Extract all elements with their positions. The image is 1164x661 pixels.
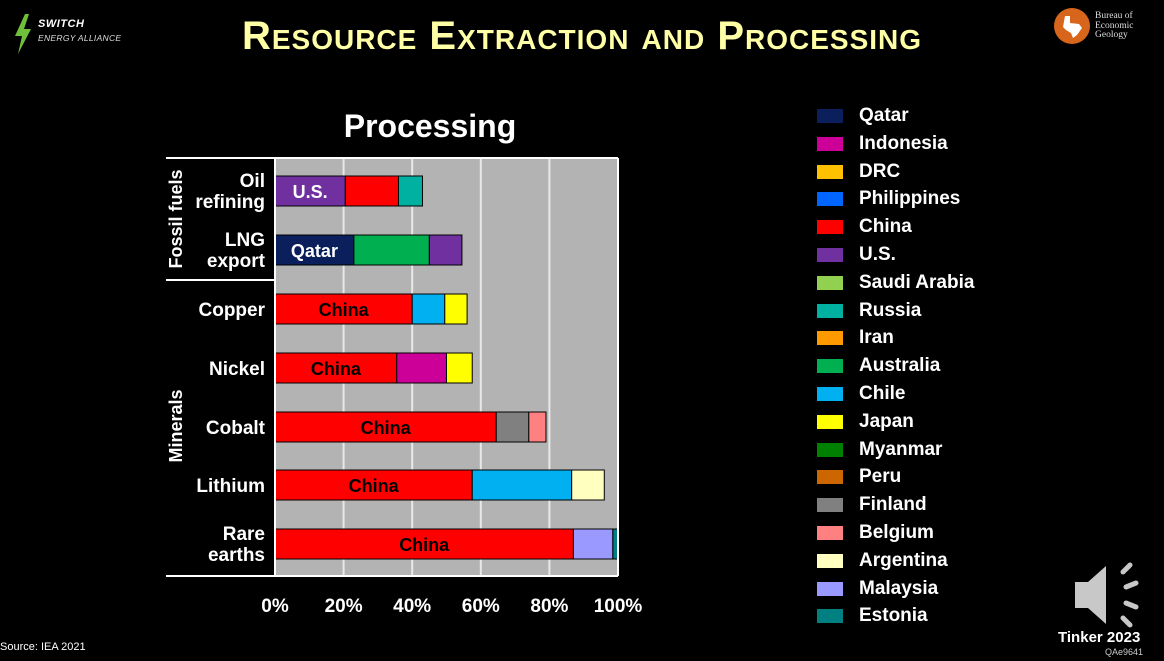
- bar-segment: [274, 293, 413, 325]
- chart-title: Processing: [343, 108, 517, 144]
- bar-segment: [344, 175, 399, 207]
- lightning-bolt-icon: [15, 14, 31, 54]
- legend-label: Belgium: [859, 522, 934, 543]
- legend-swatch: [816, 358, 844, 375]
- data-label: China: [349, 476, 400, 496]
- bar-segment: [471, 469, 573, 501]
- category-label: Oil: [240, 171, 265, 192]
- data-label: China: [319, 300, 370, 320]
- x-tick-label: 80%: [530, 596, 568, 617]
- legend-swatch: [816, 608, 844, 625]
- legend-swatch: [816, 108, 844, 124]
- legend-label: China: [859, 216, 912, 238]
- x-tick-label: 20%: [325, 596, 363, 617]
- bureau-logo: Bureau of Economic Geology: [1054, 6, 1164, 46]
- bar-segment: [444, 293, 468, 325]
- legend-swatch: [816, 330, 844, 347]
- category-label: LNG: [225, 230, 265, 251]
- bar-segment: [274, 175, 346, 207]
- bar-segment: [528, 411, 547, 443]
- legend-label: Indonesia: [859, 132, 948, 154]
- category-label: Nickel: [209, 359, 265, 380]
- bar-segment: [274, 352, 398, 384]
- legend-label: Malaysia: [859, 577, 939, 599]
- legend-label: Australia: [859, 355, 941, 377]
- bar-segment: [428, 234, 463, 266]
- legend-label: Iran: [859, 327, 894, 349]
- bar-segment: [411, 293, 446, 325]
- legend-swatch: [816, 247, 844, 263]
- legend-swatch: [816, 469, 844, 486]
- bar-segment: [446, 352, 473, 384]
- bar-segment: [274, 411, 497, 443]
- category-label: export: [207, 251, 266, 272]
- legend-label: Russia: [859, 299, 922, 321]
- category-label: earths: [208, 545, 265, 566]
- category-label: Rare: [223, 524, 265, 545]
- data-label: U.S.: [293, 182, 328, 202]
- slide-title: Resource Extraction and Processing: [241, 14, 923, 58]
- category-label: Lithium: [196, 476, 265, 497]
- brand-name: SWITCH: [38, 18, 85, 30]
- legend-swatch: [816, 413, 844, 430]
- legend-label: Argentina: [859, 549, 948, 571]
- legend-label: Peru: [859, 466, 902, 488]
- legend-swatch: [816, 497, 844, 514]
- category-label: Copper: [199, 300, 266, 321]
- bar-segment: [396, 352, 448, 384]
- legend-swatch: [816, 163, 844, 180]
- data-label: China: [361, 418, 412, 438]
- legend-swatch: [816, 552, 844, 569]
- category-label: refining: [195, 192, 265, 213]
- bar-segment: [353, 234, 430, 266]
- group-label: Minerals: [166, 389, 186, 462]
- legend-label: Chile: [859, 383, 906, 404]
- legend-label: Qatar: [859, 105, 909, 126]
- x-tick-label: 100%: [594, 596, 643, 617]
- legend-swatch: [816, 191, 844, 208]
- legend-label: U.S.: [859, 244, 896, 265]
- credit: Tinker 2023: [1058, 629, 1141, 646]
- slide-code: QAe9641: [1105, 647, 1144, 657]
- x-tick-label: 60%: [462, 596, 500, 617]
- bar-segment: [495, 411, 530, 443]
- legend-label: DRC: [859, 160, 901, 182]
- legend-swatch: [816, 274, 844, 291]
- legend-label: Japan: [859, 410, 914, 432]
- legend-label: Philippines: [859, 188, 961, 210]
- group-label: Fossil fuels: [166, 169, 186, 268]
- legend-swatch: [816, 580, 844, 597]
- legend-label: Myanmar: [859, 438, 943, 460]
- legend-swatch: [816, 135, 844, 152]
- legend-swatch: [816, 219, 844, 236]
- x-tick-label: 40%: [393, 596, 431, 617]
- switch-energy-logo: SWITCH ENERGY ALLIANCE: [12, 14, 122, 54]
- legend-label: Finland: [859, 494, 927, 516]
- legend-label: Estonia: [859, 605, 928, 627]
- bar-segment: [274, 469, 473, 501]
- texas-seal-icon: [1054, 8, 1090, 44]
- bar-segment: [571, 469, 605, 501]
- category-label: Cobalt: [206, 418, 266, 439]
- bar-segment: [397, 175, 423, 207]
- legend-swatch: [816, 441, 844, 458]
- data-label: China: [399, 535, 450, 555]
- source-note: Source: IEA 2021: [0, 641, 86, 653]
- data-label: Qatar: [291, 241, 338, 261]
- data-label: China: [311, 359, 362, 379]
- legend-label: Saudi Arabia: [859, 271, 975, 293]
- legend-swatch: [816, 525, 844, 541]
- bar-segment: [572, 528, 614, 560]
- x-tick-label: 0%: [261, 596, 289, 617]
- speaker-icon[interactable]: [1070, 560, 1150, 635]
- legend-swatch: [816, 386, 844, 402]
- legend-swatch: [816, 302, 844, 319]
- bureau-name: Bureau of Economic Geology: [1095, 11, 1134, 40]
- brand-tagline: ENERGY ALLIANCE: [38, 33, 122, 43]
